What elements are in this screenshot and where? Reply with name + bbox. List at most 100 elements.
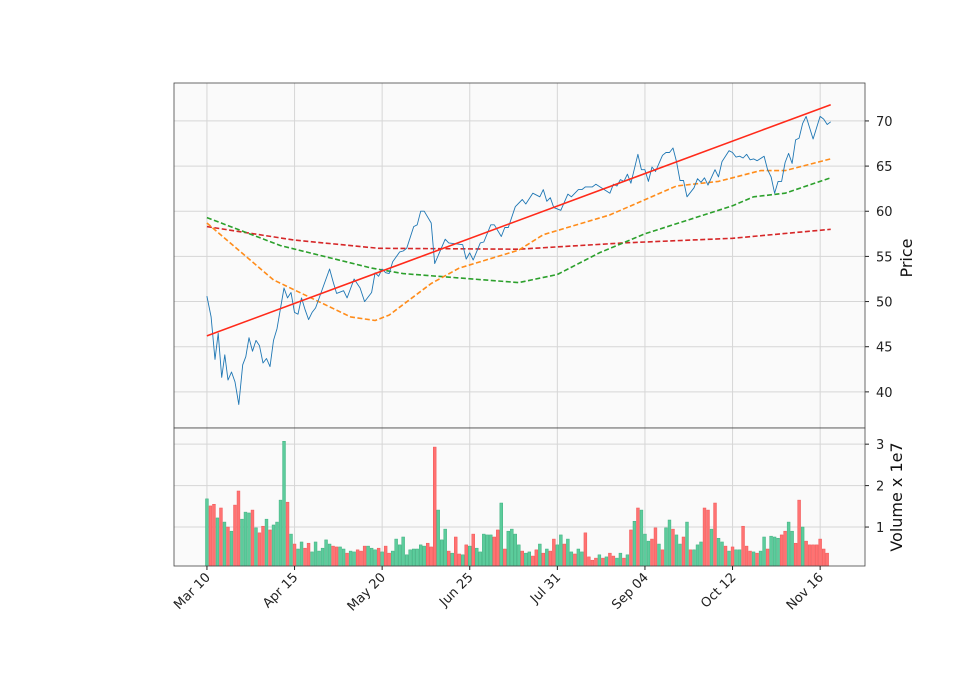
volume-bar-up (709, 528, 714, 567)
volume-bar-up (604, 556, 609, 567)
volume-bar-up (657, 543, 661, 567)
volume-bar-up (475, 547, 479, 567)
volume-bar-down (748, 550, 752, 567)
volume-bar-up (324, 539, 328, 567)
price-tick-label: 45 (876, 341, 893, 356)
ma-medium-line (206, 177, 831, 284)
volume-bar-down (741, 525, 745, 567)
volume-bar-down (804, 540, 808, 567)
x-axis-ticks: Mar 10 Apr 15 May 20 Jun 25 Jul 31 Sep 04 Oct … (171, 566, 827, 614)
volume-bar-down (713, 502, 717, 567)
volume-y-ticks: 1 2 3 (865, 438, 884, 536)
volume-bar-up (524, 552, 528, 567)
volume-tick-label: 3 (876, 438, 884, 453)
volume-bar-up (415, 548, 419, 567)
x-tick-label: Mar 10 (171, 570, 214, 613)
x-tick-label: Apr 15 (260, 570, 301, 611)
volume-bar-down (219, 507, 223, 567)
volume-bar-down (331, 545, 335, 567)
x-tick-label: Jul 31 (527, 570, 564, 607)
price-tick-label: 55 (876, 250, 893, 265)
volume-bar-down (496, 529, 500, 567)
volume-bar-down (208, 505, 213, 567)
volume-bar-up (776, 537, 780, 567)
volume-axis-label: Volume x 1e7 (887, 442, 906, 551)
volume-bar-up (513, 533, 517, 567)
volume-bar-up (699, 541, 703, 567)
volume-bar-up (559, 534, 563, 567)
volume-bar-down (345, 552, 349, 567)
volume-bar-up (758, 550, 763, 567)
volume-bar-down (548, 550, 553, 567)
volume-bar-down (706, 509, 710, 567)
volume-bar-down (457, 553, 461, 567)
volume-bar-up (478, 551, 482, 567)
volume-bar-up (254, 527, 258, 567)
volume-bar-up (751, 551, 756, 567)
volume-tick-label: 1 (876, 521, 884, 536)
x-tick-label: Jun 25 (436, 570, 476, 610)
volume-bar-up (800, 526, 805, 567)
price-tick-label: 70 (876, 115, 893, 130)
price-y-ticks: 40 45 50 55 60 65 70 (865, 115, 893, 401)
volume-bar-down (573, 553, 577, 567)
volume-bar-up (341, 548, 346, 567)
volume-bar-up (373, 549, 377, 567)
volume-bar-down (285, 501, 290, 567)
trend-line (206, 103, 831, 337)
volume-bar-down (583, 532, 588, 567)
volume-bar-down (454, 536, 458, 567)
volume-bar-down (334, 546, 339, 567)
volume-tick-label: 2 (876, 480, 884, 495)
volume-bar-down (783, 530, 787, 567)
volume-bar-down (233, 504, 237, 567)
volume-bar-up (222, 521, 227, 567)
volume-bar-down (226, 526, 230, 567)
price-tick-label: 50 (876, 296, 893, 311)
volume-bar-down (608, 552, 612, 567)
volume-bar-up (639, 509, 644, 567)
volume-bar-up (394, 538, 398, 567)
volume-bar-down (447, 550, 451, 567)
volume-bar-up (716, 537, 721, 567)
volume-bar-down (660, 549, 665, 567)
volume-bar-up (369, 547, 374, 567)
volume-bar-up (278, 499, 283, 567)
volume-bar-up (678, 543, 682, 567)
volume-bar-up (264, 518, 269, 567)
volume-bar-up (310, 551, 314, 567)
price-panel: 40 45 50 55 60 65 70 Price (173, 82, 916, 429)
volume-bar-up (576, 548, 581, 567)
volume-bar-up (538, 543, 542, 567)
volume-bar-up (618, 552, 623, 567)
volume-bar-up (320, 547, 325, 567)
volume-bar-up (327, 543, 332, 567)
volume-bar-up (674, 534, 679, 567)
volume-bar-down (825, 552, 829, 567)
volume-bar-down (362, 545, 367, 567)
volume-bar-down (531, 555, 535, 567)
volume-bar-down (303, 547, 307, 567)
volume-bar-down (723, 545, 728, 567)
volume-panel: 1 2 3 Volume x 1e7 (173, 427, 906, 567)
volume-bar-up (240, 518, 244, 567)
volume-bar-up (527, 551, 531, 567)
volume-bar-up (401, 536, 405, 567)
volume-bar-down (520, 550, 524, 567)
volume-bar-up (243, 511, 248, 567)
volume-bar-down (359, 550, 363, 567)
volume-bar-down (306, 542, 311, 567)
volume-bar-up (205, 498, 209, 567)
volume-bar-up (485, 534, 489, 567)
volume-bar-up (727, 550, 731, 567)
volume-bar-down (236, 490, 241, 567)
volume-bar-down (383, 545, 388, 567)
volume-bar-up (352, 551, 356, 567)
volume-bar-up (461, 554, 465, 567)
volume-plot-frame (173, 427, 866, 567)
volume-bar-up (348, 550, 353, 567)
volume-bar-up (762, 536, 766, 567)
volume-bar-up (790, 530, 794, 567)
volume-bar-down (811, 544, 815, 567)
volume-bar-up (275, 521, 279, 567)
